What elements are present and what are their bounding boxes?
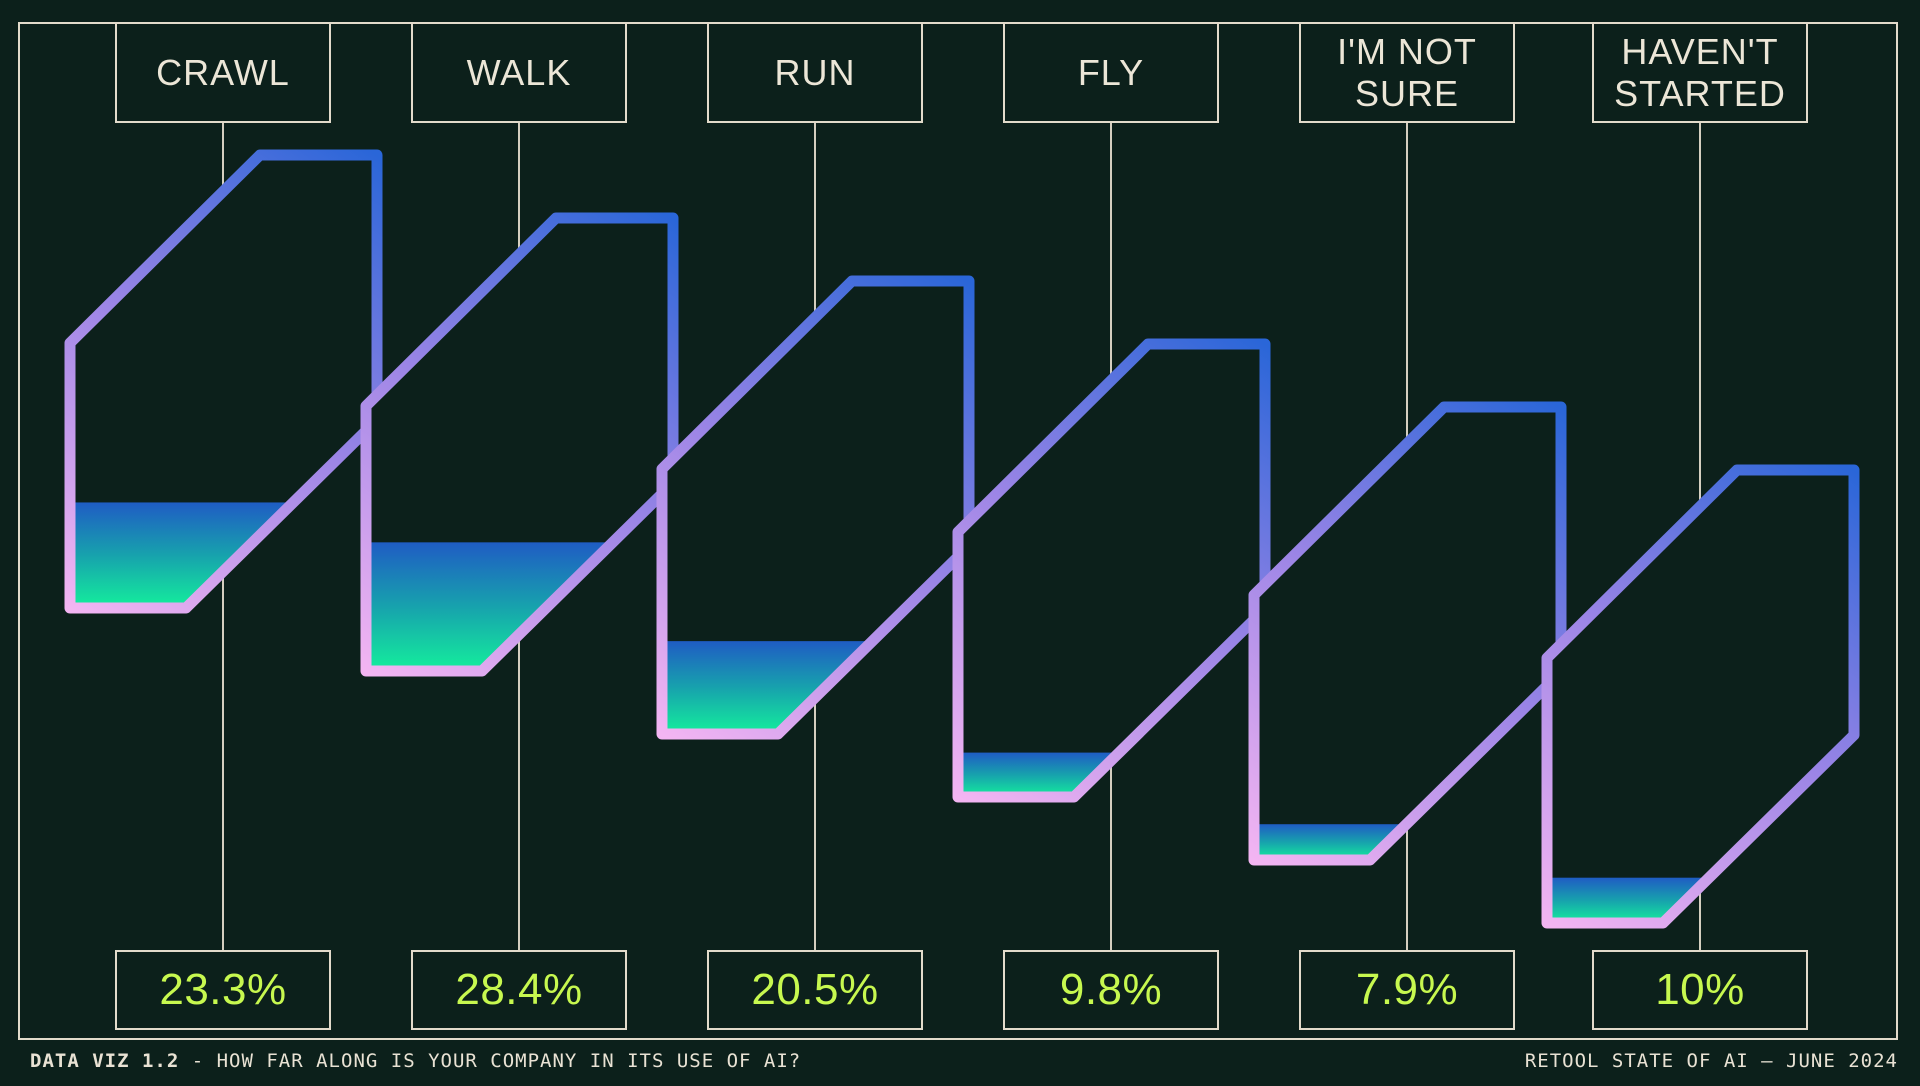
category-box-crawl: CRAWL — [115, 22, 331, 123]
footer-caption-sep: - — [179, 1050, 217, 1072]
category-box-im-not-sure: I'M NOT SURE — [1299, 22, 1515, 123]
value-label: 9.8% — [1059, 965, 1163, 1014]
category-label: WALK — [466, 51, 572, 93]
category-label: CRAWL — [156, 51, 290, 93]
value-box-havent-started: 10% — [1592, 950, 1808, 1030]
value-box-crawl: 23.3% — [115, 950, 331, 1030]
footer-caption: DATA VIZ 1.2 - HOW FAR ALONG IS YOUR COM… — [30, 1050, 801, 1072]
tube-interior-5 — [1547, 470, 1854, 923]
value-box-walk: 28.4% — [411, 950, 627, 1030]
value-label: 7.9% — [1355, 965, 1459, 1014]
tube-outline-5 — [1541, 464, 1860, 929]
category-label-line2: SURE — [1354, 72, 1460, 114]
value-box-im-not-sure: 7.9% — [1299, 950, 1515, 1030]
value-box-run: 20.5% — [707, 950, 923, 1030]
category-label: FLY — [1077, 51, 1145, 93]
category-box-havent-started: HAVEN'T STARTED — [1592, 22, 1808, 123]
category-box-walk: WALK — [411, 22, 627, 123]
category-label: I'M NOT — [1337, 30, 1477, 72]
value-label: 23.3% — [159, 965, 287, 1014]
footer-source: RETOOL STATE OF AI — JUNE 2024 — [1525, 1050, 1898, 1072]
category-label: HAVEN'T — [1621, 30, 1779, 72]
value-label: 28.4% — [455, 965, 583, 1014]
tube-interior-4 — [1254, 407, 1561, 860]
value-label: 20.5% — [751, 965, 879, 1014]
category-label: RUN — [774, 51, 856, 93]
footer-caption-title: HOW FAR ALONG IS YOUR COMPANY IN ITS USE… — [216, 1050, 802, 1072]
value-label: 10% — [1655, 965, 1745, 1014]
category-box-fly: FLY — [1003, 22, 1219, 123]
footer-source-text: RETOOL STATE OF AI — JUNE 2024 — [1524, 1050, 1898, 1072]
category-label-line2: STARTED — [1614, 72, 1786, 114]
footer-caption-tag: DATA VIZ 1.2 — [30, 1050, 180, 1072]
value-box-fly: 9.8% — [1003, 950, 1219, 1030]
category-box-run: RUN — [707, 22, 923, 123]
tube-interior-3 — [958, 344, 1265, 797]
